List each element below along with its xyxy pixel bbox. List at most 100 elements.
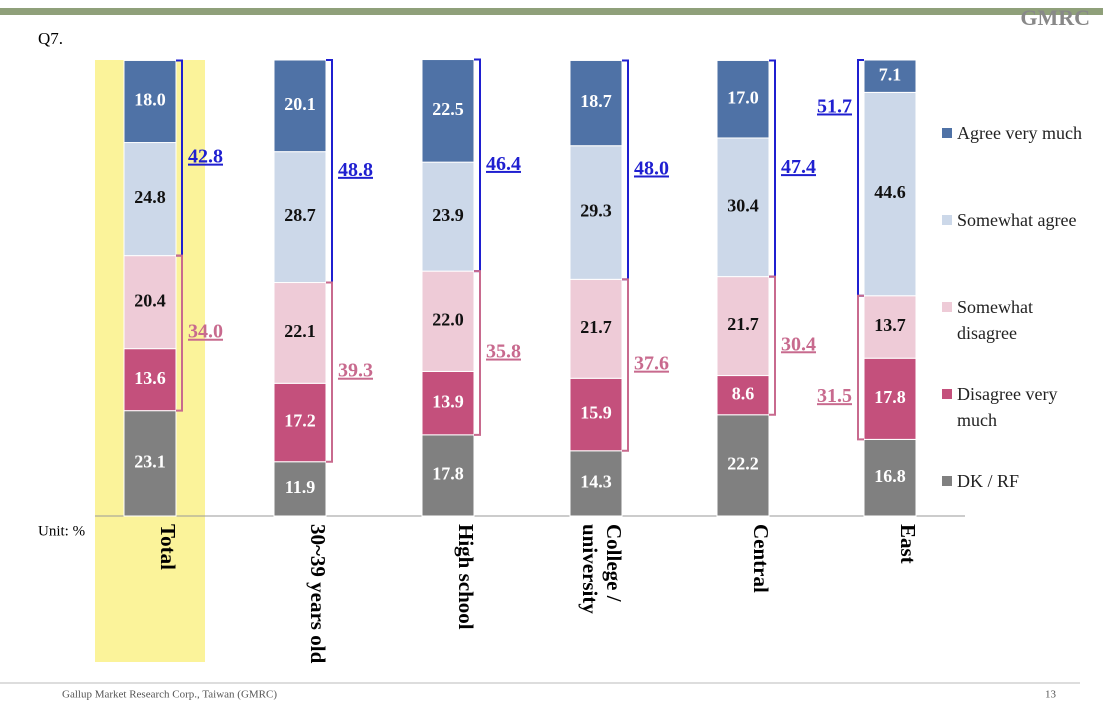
bar-segment (123, 255, 177, 350)
bar-segment (421, 59, 475, 163)
net-label: 39.3 (338, 360, 373, 382)
value-label: 28.7 (284, 205, 316, 225)
bar-segment (716, 137, 770, 278)
category-label: East (896, 524, 920, 564)
category-label: 30~39 years old (306, 524, 330, 664)
footer: Gallup Market Research Corp., Taiwan (GM… (62, 689, 277, 701)
net-label: 35.8 (486, 341, 521, 363)
category-label: College / university (578, 524, 626, 614)
legend-swatch (942, 128, 952, 138)
net-bracket (622, 59, 629, 281)
value-label: 29.3 (580, 201, 612, 221)
category-label: Total (156, 524, 180, 570)
net-bracket (176, 254, 183, 412)
net-label: 48.8 (338, 159, 373, 181)
net-label: 47.4 (781, 156, 816, 178)
value-label: 20.4 (134, 290, 166, 310)
bar-segment (863, 357, 917, 440)
bar-segment (863, 59, 917, 93)
legend-label: DK / RF (957, 471, 1020, 491)
bar-segment (273, 59, 327, 153)
value-label: 8.6 (732, 383, 755, 403)
value-label: 17.0 (727, 87, 759, 107)
net-label: 34.0 (188, 321, 223, 343)
bar-segment (716, 414, 770, 517)
value-label: 13.7 (874, 315, 906, 335)
net-bracket (326, 281, 333, 463)
value-label: 23.1 (134, 451, 166, 471)
bar-segment (421, 434, 475, 517)
bar-segment (273, 282, 327, 384)
value-label: 18.0 (134, 90, 166, 110)
legend-label: Somewhat disagree (957, 297, 1033, 343)
net-bracket (769, 59, 776, 278)
net-label: 30.4 (781, 333, 816, 355)
net-bracket (622, 278, 629, 452)
bar-segment (863, 438, 917, 517)
value-label: 23.9 (432, 205, 464, 225)
value-label: 44.6 (874, 182, 906, 202)
bar-segment (123, 348, 177, 412)
net-label: 51.7 (817, 95, 852, 117)
logo: GMRC (1020, 5, 1090, 30)
value-label: 17.2 (284, 411, 316, 431)
legend-swatch (942, 302, 952, 312)
value-label: 18.7 (580, 91, 612, 111)
bar-segment (863, 91, 917, 297)
net-label: 37.6 (634, 353, 669, 375)
bar-segment (421, 270, 475, 372)
net-label: 46.4 (486, 153, 521, 175)
value-label: 22.1 (284, 321, 316, 341)
value-label: 14.3 (580, 472, 612, 492)
legend-swatch (942, 476, 952, 486)
bar-segment (273, 151, 327, 284)
bar-segment (569, 377, 623, 452)
bar-segment (273, 461, 327, 517)
value-label: 11.9 (285, 477, 316, 497)
net-label: 31.5 (817, 385, 852, 407)
value-label: 17.8 (432, 464, 464, 484)
value-label: 21.7 (727, 314, 759, 334)
value-label: 17.8 (874, 387, 906, 407)
net-bracket (857, 294, 864, 441)
value-label: 21.7 (580, 317, 612, 337)
category-label: High school (454, 524, 478, 630)
value-label: 7.1 (879, 64, 902, 84)
legend-label: Agree very much (957, 123, 1082, 143)
question: Q7. (38, 29, 63, 48)
net-bracket (326, 59, 333, 284)
bar-segment (569, 59, 623, 147)
bar-segment (421, 161, 475, 272)
net-bracket (474, 58, 481, 273)
value-label: 16.8 (874, 466, 906, 486)
net-bracket (857, 59, 864, 297)
value-label: 13.6 (134, 368, 166, 388)
net-label: 42.8 (188, 146, 223, 168)
unit-label: Unit: % (38, 523, 85, 539)
value-label: 13.9 (432, 391, 464, 411)
value-label: 24.8 (134, 187, 166, 207)
bar-segment (716, 59, 770, 139)
value-label: 15.9 (580, 403, 612, 423)
net-label: 48.0 (634, 157, 669, 179)
legend-swatch (942, 215, 952, 225)
bar-segment (273, 382, 327, 463)
legend-label: Disagree very much (957, 384, 1058, 430)
value-label: 22.0 (432, 309, 464, 329)
net-bracket (769, 275, 776, 416)
value-label: 30.4 (727, 195, 759, 215)
value-label: 20.1 (284, 94, 316, 114)
category-label: Central (749, 524, 773, 593)
net-bracket (474, 270, 481, 436)
header-bar (0, 8, 1103, 15)
bar-segment (863, 295, 917, 359)
bar-segment (569, 145, 623, 280)
bar-segment (123, 142, 177, 257)
legend-label: Somewhat agree (957, 210, 1077, 230)
bar-segment (421, 370, 475, 436)
bar-segment (123, 59, 177, 144)
value-label: 22.5 (432, 99, 464, 119)
page-number: 13 (1045, 689, 1057, 701)
